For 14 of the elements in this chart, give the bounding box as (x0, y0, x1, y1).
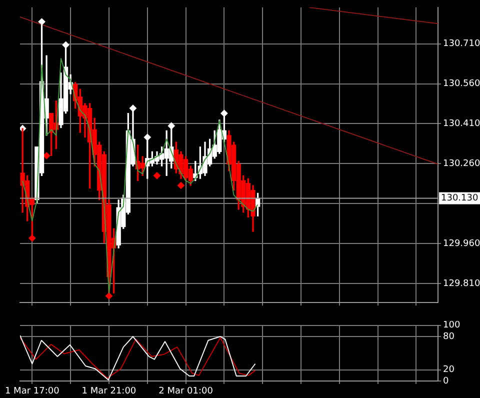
y-tick-label: 130.260 (443, 158, 480, 169)
y-tick-label: 130.410 (443, 119, 480, 130)
y-tick-label: 20 (443, 365, 455, 376)
y-tick-label: 130.710 (443, 39, 480, 50)
y-tick-label: 129.810 (443, 278, 480, 289)
y-tick-label: 100 (443, 320, 460, 331)
y-tick-label: 0 (443, 376, 449, 386)
y-tick-label: 80 (443, 332, 455, 342)
y-tick-label: 130.560 (443, 79, 480, 90)
y-tick-label: 129.960 (443, 238, 480, 249)
x-tick-label: 1 Mar 21:00 (82, 386, 136, 397)
ref-line-label: 130.130 (441, 194, 478, 204)
x-tick-label: 1 Mar 17:00 (4, 386, 60, 397)
x-tick-label: 2 Mar 01:00 (158, 386, 214, 397)
